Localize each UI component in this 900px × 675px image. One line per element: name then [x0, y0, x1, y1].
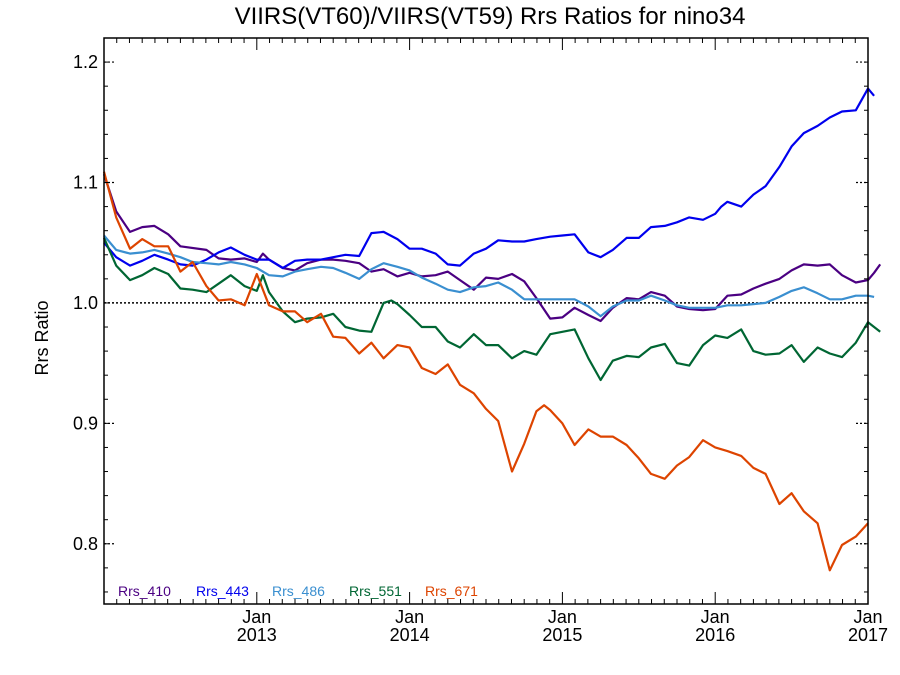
- y-axis-label: Rrs Ratio: [32, 300, 52, 375]
- legend-item-rrs-671: Rrs_671: [425, 583, 478, 599]
- x-tick-year-label: 2015: [542, 625, 582, 645]
- y-tick-label: 1.0: [73, 293, 98, 313]
- legend-item-rrs-410: Rrs_410: [118, 583, 171, 599]
- x-tick-month-label: Jan: [395, 607, 424, 627]
- x-tick-year-label: 2017: [848, 625, 888, 645]
- y-tick-label: 0.8: [73, 534, 98, 554]
- legend-item-rrs-551: Rrs_551: [349, 583, 402, 599]
- legend: Rrs_410 Rrs_443 Rrs_486 Rrs_551 Rrs_671: [118, 583, 478, 599]
- series-line-rrs-671: [102, 171, 869, 572]
- series-line-rrs-443: [103, 87, 875, 270]
- y-tick-label: 1.2: [73, 52, 98, 72]
- x-tick-year-label: 2013: [237, 625, 277, 645]
- x-tick-month-label: Jan: [548, 607, 577, 627]
- x-tick-month-label: Jan: [853, 607, 882, 627]
- y-tick-label: 0.9: [73, 413, 98, 433]
- series-line-rrs-486: [103, 234, 875, 318]
- x-tick-month-label: Jan: [242, 607, 271, 627]
- x-tick-year-label: 2014: [390, 625, 430, 645]
- legend-item-rrs-486: Rrs_486: [272, 583, 325, 599]
- y-tick-label: 1.1: [73, 173, 98, 193]
- series-group: [102, 87, 882, 572]
- chart-title: VIIRS(VT60)/VIIRS(VT59) Rrs Ratios for n…: [235, 3, 746, 30]
- axes-group: 0.80.91.01.11.2Jan2013Jan2014Jan2015Jan2…: [73, 37, 888, 645]
- series-line-rrs-551: [102, 237, 881, 382]
- series-line-rrs-410: [102, 173, 882, 323]
- legend-item-rrs-443: Rrs_443: [196, 583, 249, 599]
- x-tick-year-label: 2016: [695, 625, 735, 645]
- plot-frame: [103, 37, 869, 605]
- x-tick-month-label: Jan: [701, 607, 730, 627]
